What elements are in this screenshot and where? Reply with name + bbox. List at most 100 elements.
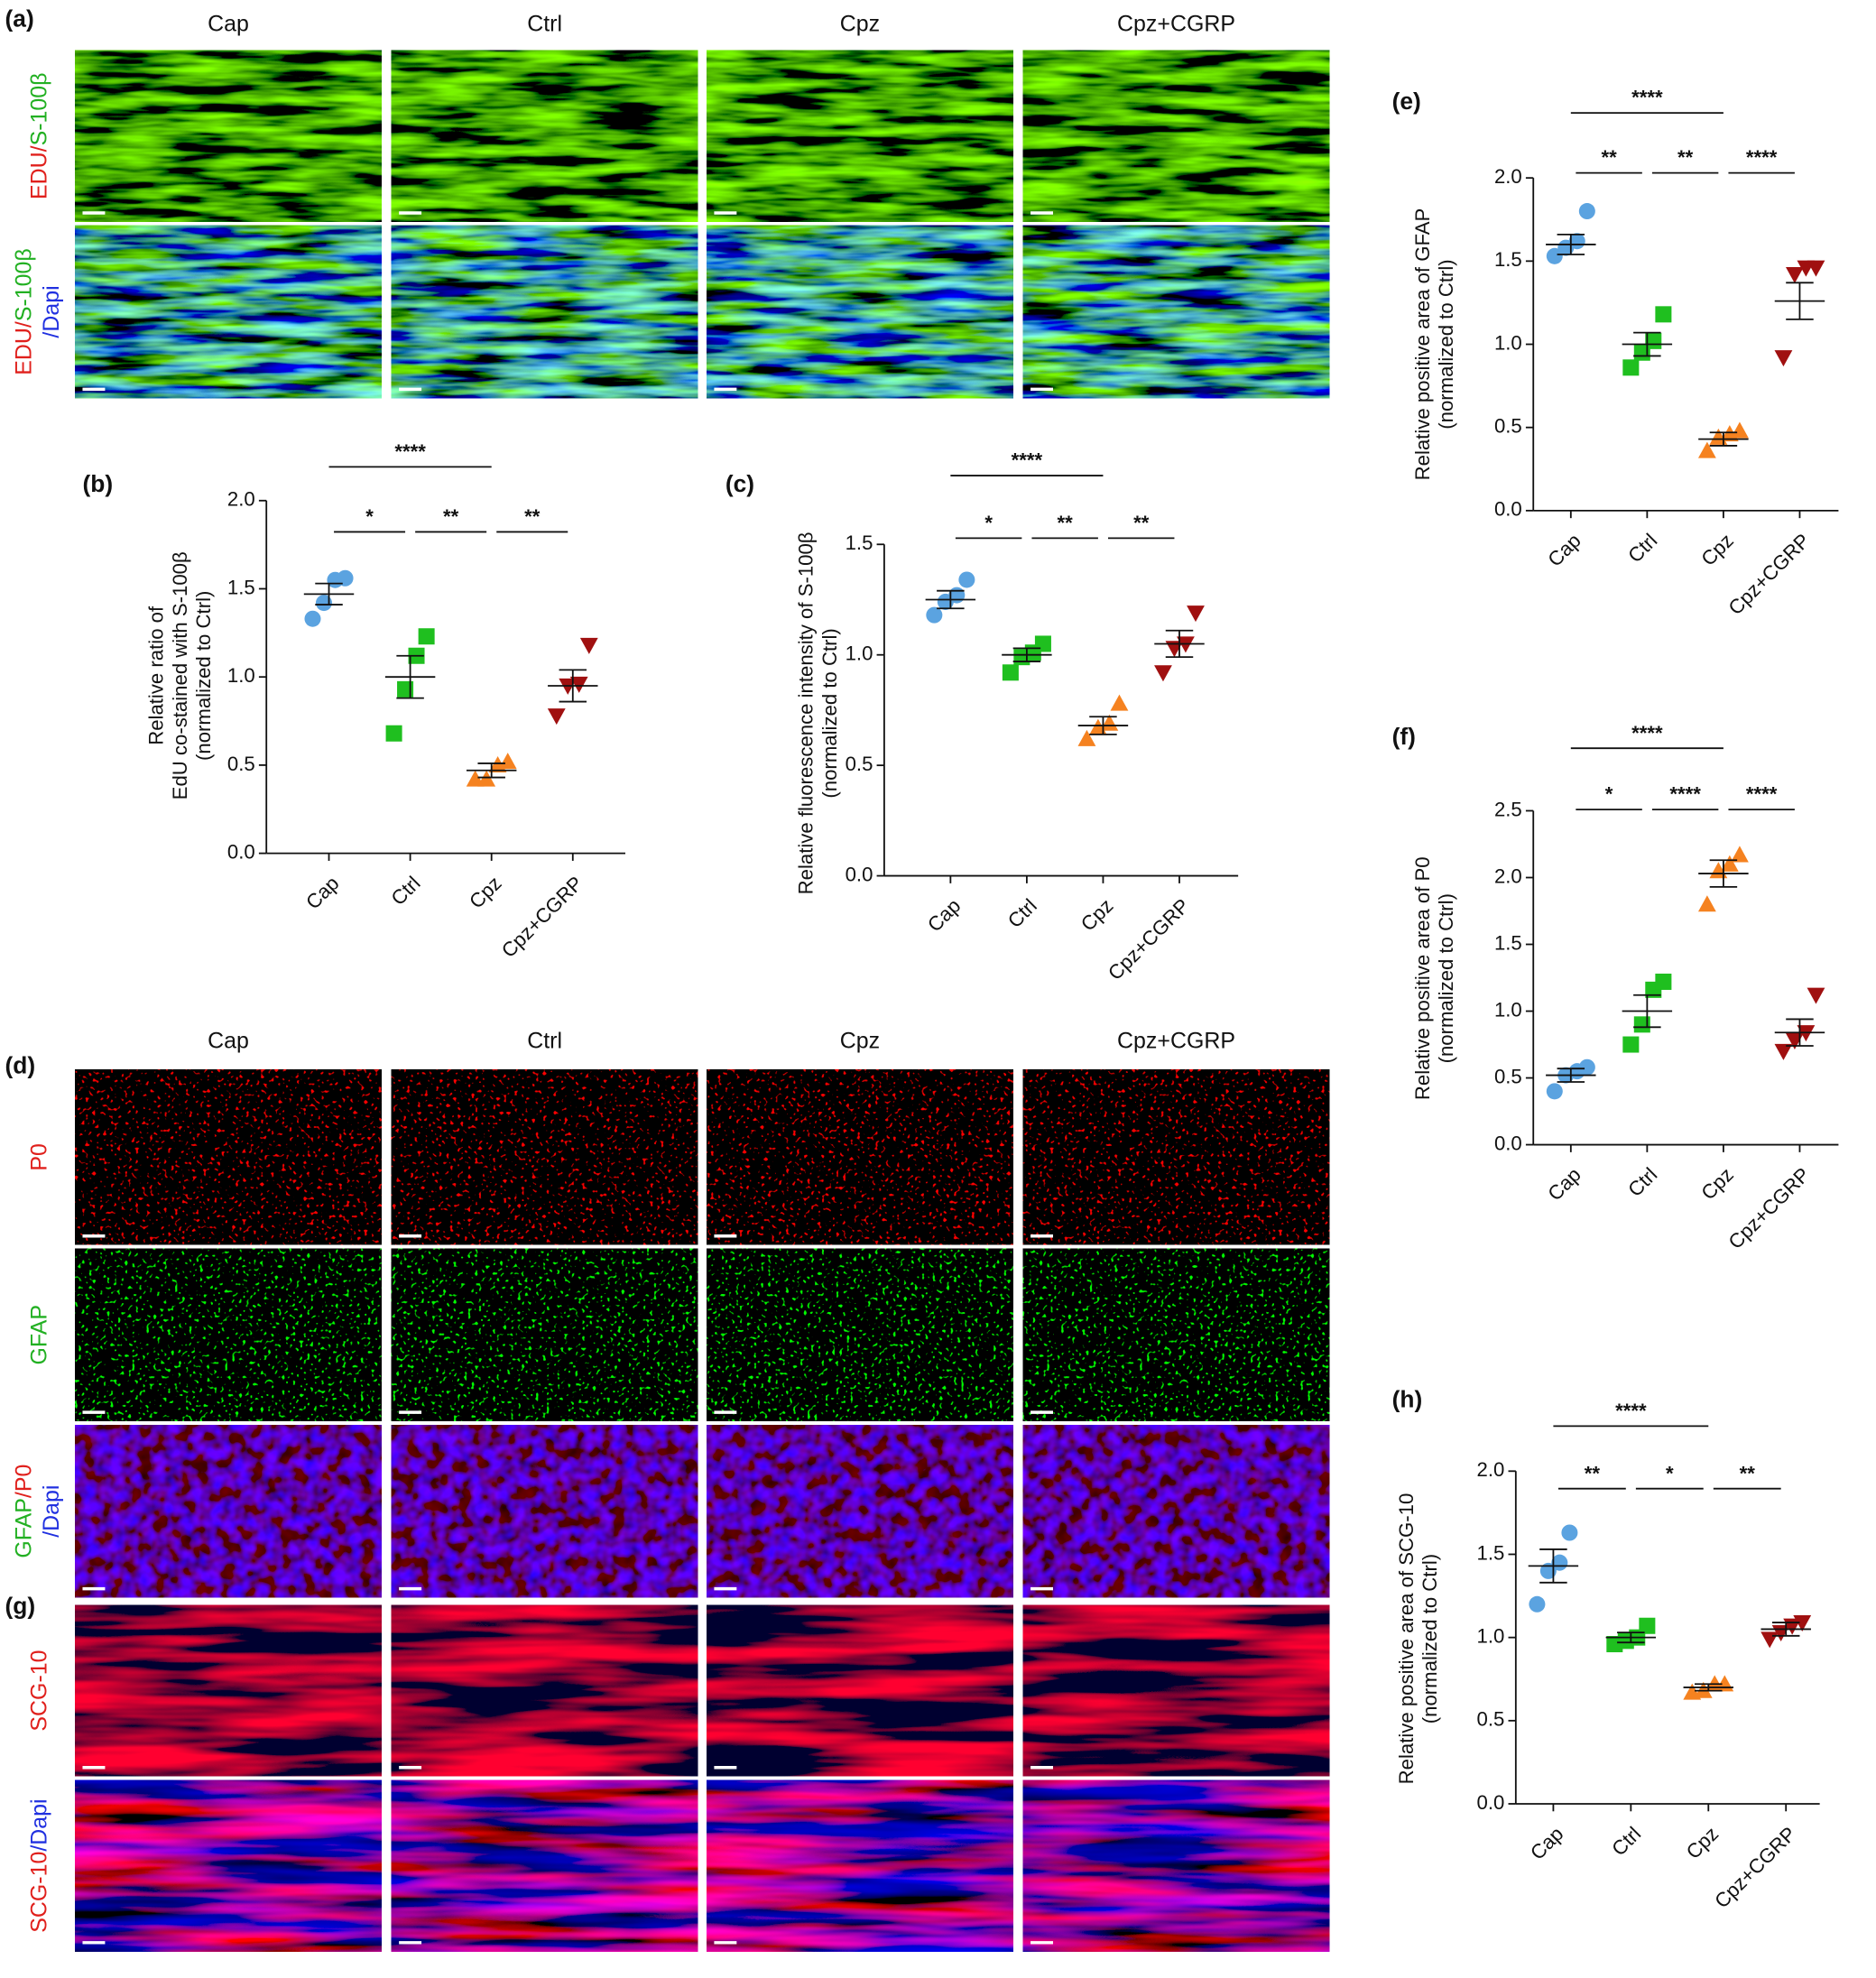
x-tick-label: Cap (1543, 1163, 1585, 1205)
panel-label: (c) (725, 470, 754, 497)
y-tick-label: 1.5 (846, 531, 873, 554)
y-tick-label: 0.0 (846, 863, 873, 885)
significance-label: **** (1615, 1400, 1647, 1422)
x-tick-label: Ctrl (1003, 894, 1041, 932)
micrograph-texture (707, 225, 1013, 399)
x-tick-label: Cpz+CGRP (1724, 529, 1814, 619)
y-tick-label: 0.5 (1477, 1708, 1505, 1731)
data-point (1793, 1614, 1812, 1631)
error-bar (1695, 1683, 1723, 1692)
error-bar (315, 582, 343, 605)
data-point (1633, 1016, 1650, 1033)
data-point (1731, 421, 1749, 439)
data-point (1807, 260, 1825, 277)
micrograph-texture (707, 1604, 1013, 1777)
panel-label: (e) (1392, 88, 1421, 115)
data-point (1539, 1562, 1557, 1579)
data-point (1100, 714, 1119, 731)
data-point (498, 753, 517, 770)
data-point (1077, 729, 1096, 746)
data-point (466, 770, 485, 787)
micrograph-texture (1022, 1425, 1330, 1598)
data-point (1110, 694, 1129, 711)
significance-label: * (1666, 1462, 1674, 1484)
micrograph-texture (75, 225, 382, 399)
data-point (1546, 1083, 1563, 1100)
micrograph-texture (1022, 1248, 1330, 1421)
y-tick-label: 0.0 (1477, 1791, 1505, 1814)
y-tick-label: 1.0 (1477, 1625, 1505, 1648)
y-axis-label: (normalized to Ctrl) (192, 591, 215, 761)
x-tick-label: Cap (301, 872, 343, 913)
data-point (1034, 635, 1051, 652)
x-tick-label: Cpz+CGRP (1710, 1822, 1800, 1912)
x-tick-label: Ctrl (387, 872, 425, 910)
panel-label: (h) (1392, 1386, 1423, 1413)
data-point (569, 676, 588, 693)
micrograph-texture (75, 1069, 382, 1245)
row-label-part: S-100β (11, 248, 36, 321)
data-point (1786, 266, 1804, 284)
y-axis-label: (normalized to Ctrl) (1419, 1554, 1441, 1724)
row-label: EDU/S-100β (11, 248, 36, 374)
x-tick-label: Cpz (1696, 1163, 1738, 1205)
significance-label: ** (1677, 146, 1694, 169)
row-label-part: /P0 (11, 1465, 36, 1498)
x-tick-label: Ctrl (1623, 529, 1661, 567)
micrograph-texture (391, 1425, 698, 1598)
panel-label: (f) (1392, 723, 1416, 750)
error-bar (559, 669, 587, 703)
error-bar (1557, 1068, 1585, 1083)
error-bar (1617, 1631, 1645, 1644)
error-bar (937, 589, 965, 610)
x-tick-label: Cpz (1077, 894, 1118, 936)
y-tick-label: 1.0 (1494, 331, 1522, 354)
row-label: P0 (26, 1143, 51, 1171)
data-point (1177, 636, 1195, 653)
micrograph-texture (707, 1248, 1013, 1421)
data-point (926, 606, 943, 624)
column-header: Cpz (840, 12, 880, 37)
micrograph-texture (1022, 50, 1330, 222)
column-header: Cap (208, 12, 249, 37)
error-bar (1786, 1018, 1814, 1047)
data-point (547, 708, 566, 726)
column-header: Cpz+CGRP (1117, 12, 1235, 37)
y-axis-label: (normalized to Ctrl) (818, 628, 841, 798)
significance-label: **** (1669, 783, 1701, 806)
data-point (1578, 1058, 1595, 1076)
y-tick-label: 2.0 (1494, 165, 1522, 188)
column-header: Cap (208, 1028, 249, 1053)
micrograph-texture (707, 1425, 1013, 1598)
error-bar (396, 654, 424, 699)
micrograph-texture (75, 1248, 382, 1421)
micrograph-texture (391, 1069, 698, 1245)
data-point (315, 595, 332, 612)
y-tick-label: 1.0 (846, 642, 873, 665)
data-point (477, 770, 496, 787)
data-point (385, 725, 402, 742)
error-bar (1089, 716, 1117, 735)
y-tick-label: 0.0 (1494, 1132, 1522, 1154)
x-tick-label: Cpz+CGRP (1724, 1163, 1814, 1253)
panel-label: (b) (82, 470, 113, 497)
row-label-part: SCG-10 (26, 1852, 51, 1933)
row-label: SCG-10/Dapi (26, 1798, 51, 1932)
significance-label: **** (1631, 87, 1663, 109)
significance-label: * (984, 512, 993, 534)
y-tick-label: 1.5 (1494, 248, 1522, 271)
x-tick-label: Cpz (1696, 529, 1738, 570)
micrograph-texture (391, 50, 698, 222)
y-tick-label: 1.0 (227, 664, 255, 687)
panel-label: (a) (5, 5, 34, 32)
micrograph-texture (75, 1779, 382, 1952)
row-label: /Dapi (39, 285, 64, 337)
data-point (1655, 306, 1672, 323)
row-label: /Dapi (39, 1485, 64, 1538)
data-point (1697, 441, 1716, 458)
data-point (304, 610, 321, 627)
row-label-part: /Dapi (26, 1798, 51, 1851)
row-label-part: GFAP (26, 1305, 51, 1365)
